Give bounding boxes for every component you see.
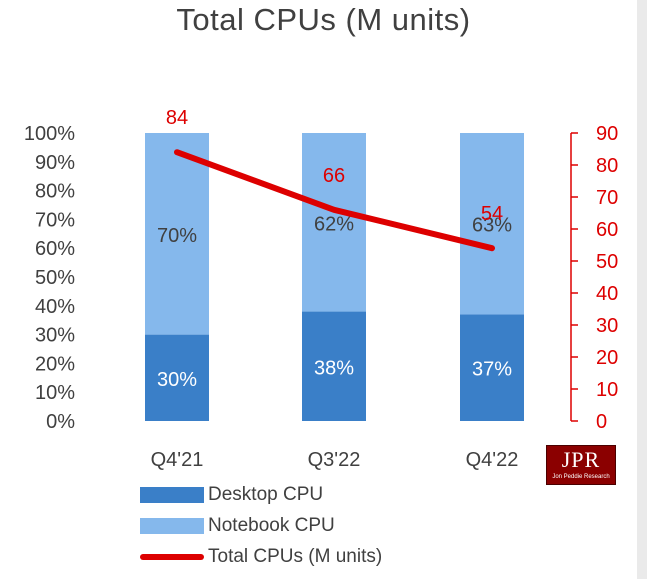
x-axis-labels: Q4'21 Q3'22 Q4'22 [151,449,519,471]
right-tick-label: 80 [596,155,618,177]
legend-label-notebook: Notebook CPU [208,515,335,536]
line-point-total [491,247,493,250]
bar-label-notebook: 63% [472,215,512,237]
left-tick-label: 40% [35,296,75,318]
bars: 30% 70% 38% 62% 37% 63% [145,133,524,421]
logo-subtext: Jon Peddie Research [552,474,610,480]
x-tick-label: Q4'21 [151,449,204,471]
left-tick-label: 30% [35,325,75,347]
total-line-layer: 84 66 54 [166,107,503,252]
legend-item-desktop: Desktop CPU [140,484,323,506]
left-tick-label: 70% [35,209,75,231]
bar-desktop [302,311,366,421]
bar-notebook [302,133,366,312]
page-edge [637,0,647,579]
bar-label-desktop: 37% [472,359,512,381]
left-tick-label: 60% [35,238,75,260]
left-tick-label: 50% [35,267,75,289]
legend-item-total: Total CPUs (M units) [140,546,382,568]
left-tick-label: 100% [24,123,75,145]
left-tick-label: 20% [35,353,75,375]
line-point-total [333,208,335,211]
left-tick-label: 90% [35,152,75,174]
right-tick-label: 90 [596,123,618,145]
bar-label-desktop: 38% [314,357,354,379]
left-tick-label: 80% [35,181,75,203]
bar-label-notebook: 62% [314,213,354,235]
logo-text: JPR [561,447,601,472]
bar-notebook [145,133,209,335]
legend-label-total: Total CPUs (M units) [208,546,383,567]
legend-swatch-total [140,554,204,560]
x-tick-label: Q4'22 [466,449,519,471]
line-label-total: 66 [323,165,345,187]
chart-title: Total CPUs (M units) [176,2,471,37]
left-tick-label: 10% [35,382,75,404]
right-axis: 90 80 70 60 50 40 30 20 10 0 [570,123,618,433]
bar-label-notebook: 70% [157,225,197,247]
right-tick-label: 0 [596,411,607,433]
bar-desktop [460,314,524,421]
x-tick-label: Q3'22 [308,449,361,471]
right-tick-label: 60 [596,219,618,241]
right-tick-label: 50 [596,251,618,273]
right-tick-label: 20 [596,347,618,369]
legend-item-notebook: Notebook CPU [140,515,335,537]
jpr-logo: JPR Jon Peddie Research [546,445,616,485]
right-tick-label: 40 [596,283,618,305]
bar-desktop [145,334,209,421]
right-tick-label: 10 [596,379,618,401]
bar-notebook [460,133,524,315]
right-tick-label: 30 [596,315,618,337]
left-tick-label: 0% [46,411,75,433]
line-label-total: 84 [166,107,188,129]
left-axis: 100% 90% 80% 70% 60% 50% 40% 30% 20% 10% 0% [24,123,75,433]
legend-swatch-desktop [140,487,204,503]
legend-label-desktop: Desktop CPU [208,484,324,505]
bar-label-desktop: 30% [157,369,197,391]
right-tick-label: 70 [596,187,618,209]
legend-swatch-notebook [140,518,204,534]
line-label-total: 54 [481,203,503,225]
line-point-total [176,151,178,154]
